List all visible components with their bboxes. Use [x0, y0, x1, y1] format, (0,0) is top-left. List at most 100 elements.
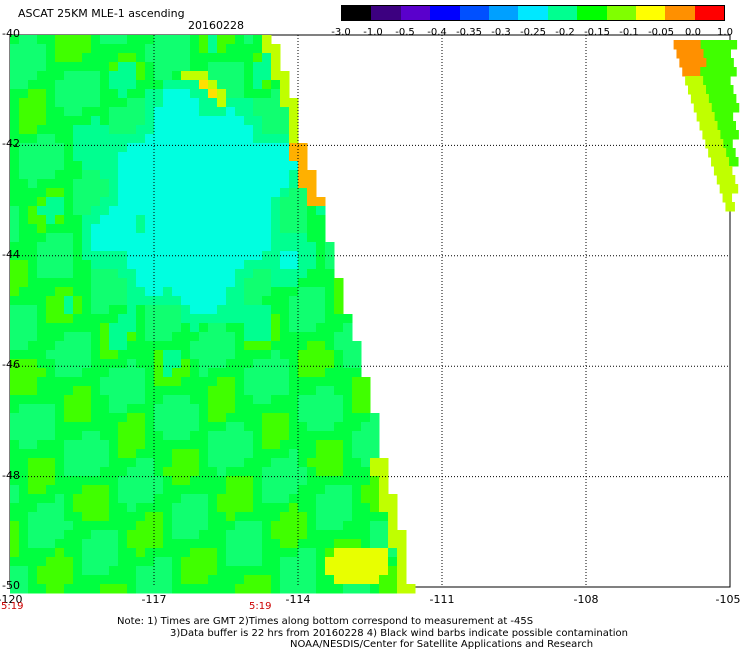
- swath-cell: [145, 125, 155, 135]
- swath-cell: [100, 566, 110, 576]
- swath-cell: [262, 431, 272, 441]
- swath-cell: [199, 215, 209, 225]
- swath-cell: [118, 395, 128, 405]
- swath-cell: [235, 134, 245, 144]
- swath-cell: [28, 503, 38, 513]
- swath-cell: [262, 53, 272, 63]
- swath-cell: [217, 260, 227, 270]
- swath-cell: [199, 530, 209, 540]
- swath-cell: [181, 197, 191, 207]
- swath-cell: [199, 134, 209, 144]
- swath-cell: [262, 494, 272, 504]
- swath-cell: [55, 377, 65, 387]
- swath-cell: [703, 49, 713, 59]
- swath-cell: [190, 143, 200, 153]
- swath-cell: [226, 368, 236, 378]
- swath-cell: [298, 179, 308, 189]
- swath-cell: [91, 458, 101, 468]
- swath-cell: [28, 359, 38, 369]
- swath-cell: [217, 62, 227, 72]
- swath-cell: [199, 521, 209, 531]
- swath-cell: [82, 377, 92, 387]
- swath-cell: [46, 467, 56, 477]
- swath-cell: [172, 341, 182, 351]
- swath-cell: [690, 94, 701, 104]
- swath-cell: [298, 431, 308, 441]
- swath-cell: [82, 260, 92, 270]
- swath-cell: [181, 233, 191, 243]
- swath-cell: [100, 71, 110, 81]
- swath-cell: [181, 521, 191, 531]
- swath-cell: [199, 458, 209, 468]
- swath-cell: [343, 431, 353, 441]
- swath-cell: [271, 215, 281, 225]
- swath-cell: [190, 395, 200, 405]
- swath-cell: [100, 107, 110, 117]
- swath-cell: [262, 296, 272, 306]
- swath-cell: [226, 269, 236, 279]
- swath-cell: [109, 377, 119, 387]
- swath-cell: [217, 494, 227, 504]
- swath-cell: [262, 206, 272, 216]
- swath-cell: [91, 557, 101, 567]
- colorbar-swatch: [488, 6, 519, 20]
- swath-cell: [280, 323, 290, 333]
- swath-cell: [10, 188, 20, 198]
- swath-data: [10, 35, 740, 594]
- swath-cell: [64, 386, 74, 396]
- swath-cell: [64, 206, 74, 216]
- swath-cell: [145, 260, 155, 270]
- swath-cell: [361, 467, 371, 477]
- swath-cell: [235, 242, 245, 252]
- swath-cell: [28, 161, 38, 171]
- swath-cell: [145, 440, 155, 450]
- swath-cell: [145, 188, 155, 198]
- swath-cell: [19, 413, 29, 423]
- swath-cell: [28, 494, 38, 504]
- swath-cell: [91, 89, 101, 99]
- swath-cell: [163, 449, 173, 459]
- swath-cell: [19, 539, 29, 549]
- swath-cell: [190, 197, 200, 207]
- swath-cell: [271, 323, 281, 333]
- swath-cell: [118, 125, 128, 135]
- swath-cell: [271, 206, 281, 216]
- swath-cell: [298, 584, 308, 594]
- swath-cell: [253, 152, 263, 162]
- swath-cell: [145, 404, 155, 414]
- swath-cell: [154, 494, 164, 504]
- swath-cell: [334, 476, 344, 486]
- swath-cell: [262, 80, 272, 90]
- swath-cell: [244, 269, 254, 279]
- swath-cell: [235, 539, 245, 549]
- swath-cell: [55, 80, 65, 90]
- swath-cell: [127, 395, 137, 405]
- swath-cell: [127, 206, 137, 216]
- swath-cell: [172, 413, 182, 423]
- swath-cell: [723, 112, 734, 122]
- swath-cell: [352, 440, 362, 450]
- swath-cell: [370, 458, 380, 468]
- swath-cell: [37, 170, 47, 180]
- swath-cell: [181, 557, 191, 567]
- swath-cell: [298, 296, 308, 306]
- swath-cell: [280, 467, 290, 477]
- swath-cell: [334, 584, 344, 594]
- swath-cell: [118, 350, 128, 360]
- swath-cell: [64, 107, 74, 117]
- swath-cell: [316, 584, 326, 594]
- swath-cell: [181, 314, 191, 324]
- swath-cell: [190, 413, 200, 423]
- swath-cell: [46, 260, 56, 270]
- swath-cell: [82, 278, 92, 288]
- swath-cell: [172, 287, 182, 297]
- swath-cell: [708, 94, 719, 104]
- swath-cell: [226, 404, 236, 414]
- swath-cell: [91, 341, 101, 351]
- swath-cell: [199, 224, 209, 234]
- swath-cell: [199, 557, 209, 567]
- swath-cell: [280, 377, 290, 387]
- swath-cell: [397, 557, 407, 567]
- swath-cell: [280, 521, 290, 531]
- swath-cell: [55, 368, 65, 378]
